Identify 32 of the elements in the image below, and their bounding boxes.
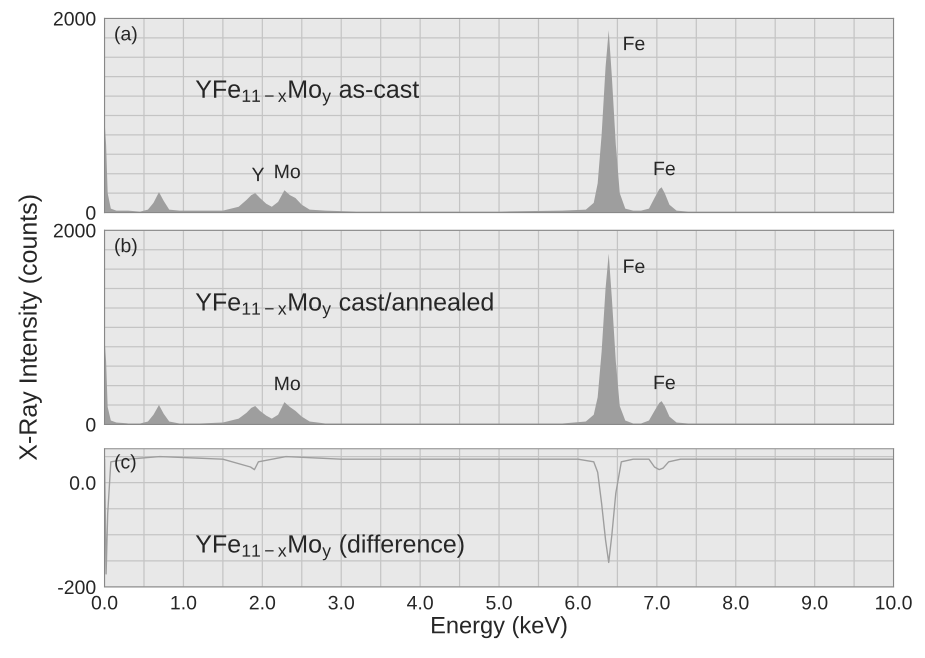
y-tick-label: 0 — [86, 418, 96, 432]
x-tick-label: 3.0 — [328, 596, 354, 610]
x-tick-label: 10.0 — [876, 596, 912, 610]
annotation: Fe — [624, 259, 644, 274]
annotation: (c) — [115, 454, 136, 472]
x-tick-label: 1.0 — [171, 596, 196, 610]
x-tick-label: 6.0 — [565, 596, 591, 610]
annotation: Mo — [275, 376, 300, 390]
y-tick-label: -200 — [58, 580, 96, 594]
y-tick-label: 2000 — [54, 224, 96, 238]
line-series — [104, 456, 894, 575]
y-tick-label: 0.0 — [70, 476, 96, 490]
x-tick-label: 4.0 — [407, 596, 433, 610]
annotation: Fe — [654, 162, 675, 176]
annotation: YFe$_{11−x}$Mo$_{y}$ (difference) — [196, 534, 464, 560]
annotation: YFe$_{11−x}$Mo$_{y}$ as-cast — [196, 80, 420, 106]
annotation: Y — [252, 168, 264, 182]
x-tick-label: 7.0 — [644, 596, 670, 610]
x-tick-label: 5.0 — [486, 596, 512, 610]
annotation: Fe — [654, 376, 675, 390]
x-axis-title: Energy (keV) — [432, 616, 566, 638]
y-tick-label: 2000 — [54, 12, 96, 26]
annotation: (b) — [115, 238, 137, 256]
x-tick-label: 8.0 — [723, 596, 748, 610]
annotation: (a) — [115, 26, 137, 44]
x-tick-label: 2.0 — [250, 596, 276, 610]
annotation: YFe$_{11−x}$Mo$_{y}$ cast/annealed — [196, 292, 493, 318]
y-tick-label: 0 — [86, 206, 96, 220]
x-tick-label: 9.0 — [802, 596, 828, 610]
y-axis-title: X-Ray Intensity (counts) — [18, 196, 42, 460]
annotation: Fe — [624, 36, 644, 50]
annotation: Mo — [275, 164, 300, 178]
